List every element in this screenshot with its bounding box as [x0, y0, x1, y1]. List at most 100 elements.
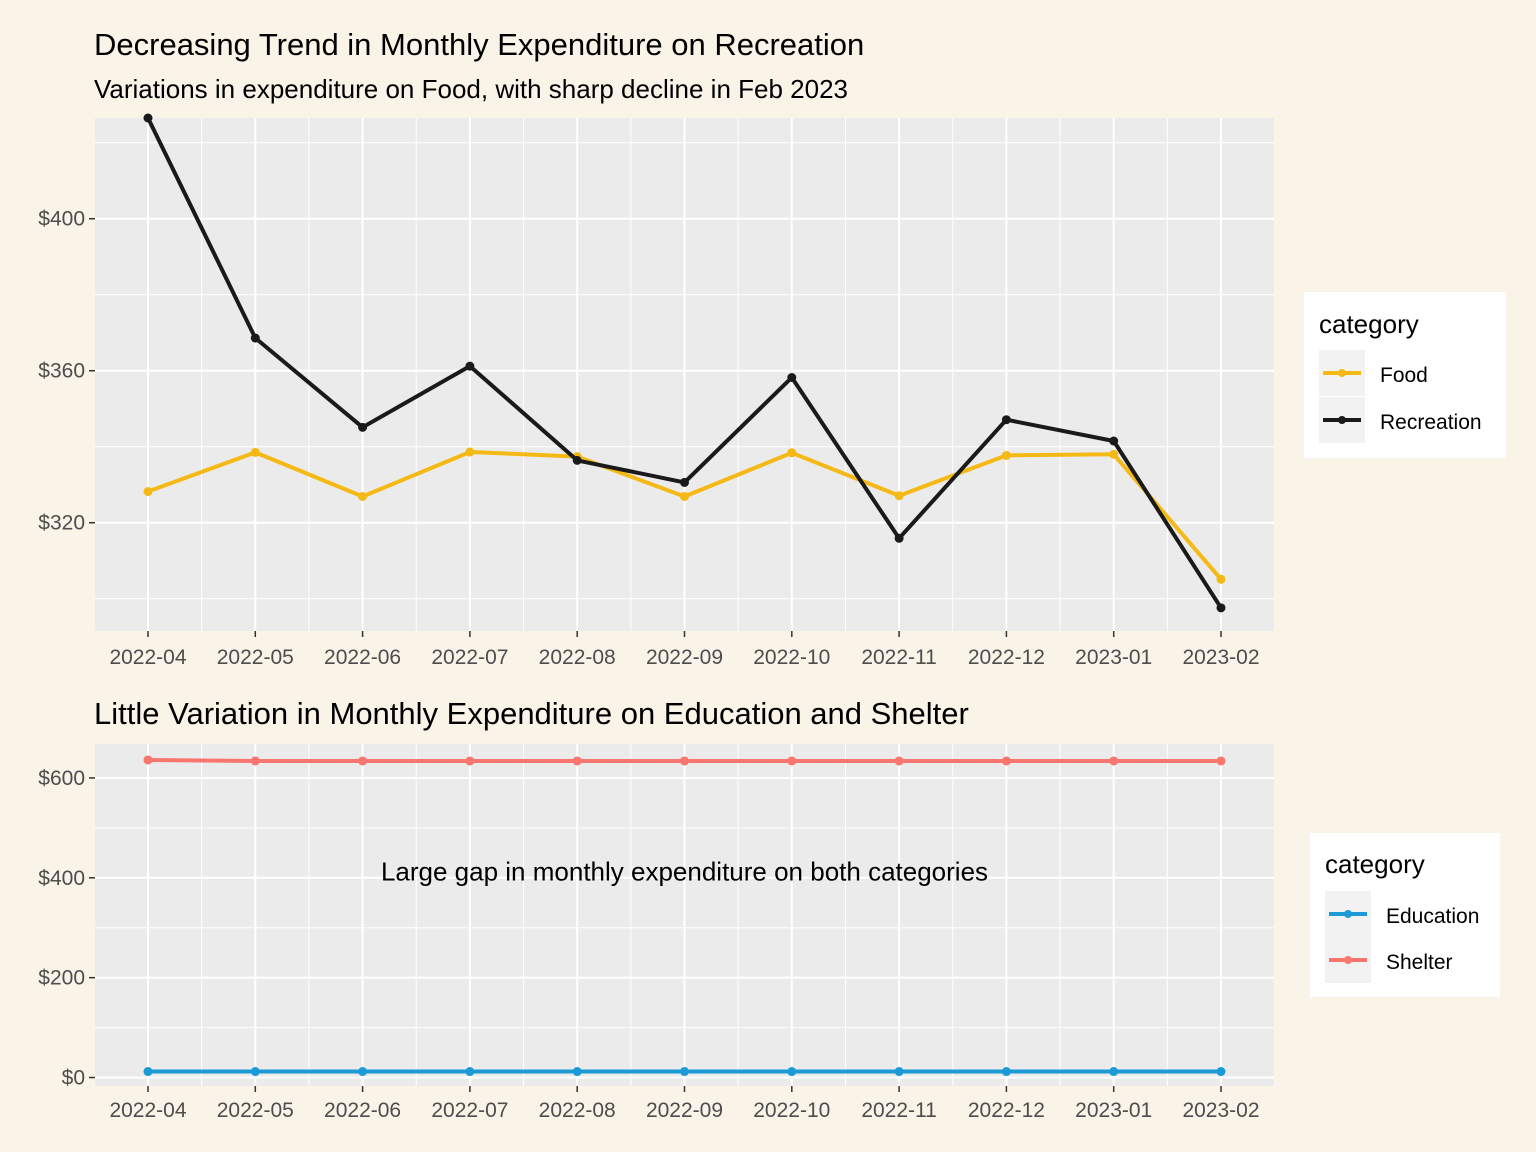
- data-point-food: [680, 491, 689, 501]
- data-point-education: [358, 1067, 368, 1077]
- data-point-recreation: [358, 422, 368, 432]
- x-tick-label: 2022-10: [753, 646, 830, 669]
- x-tick-label: 2022-12: [968, 1099, 1045, 1122]
- data-point-recreation: [572, 455, 582, 465]
- data-point-shelter: [143, 755, 153, 765]
- x-tick-label: 2022-10: [753, 1099, 830, 1122]
- x-tick-label: 2022-11: [861, 646, 937, 669]
- data-point-education: [1109, 1067, 1119, 1077]
- data-point-shelter: [894, 756, 904, 766]
- data-point-shelter: [1109, 756, 1119, 766]
- x-tick-label: 2022-09: [646, 1099, 723, 1122]
- legend-item-shelter: Shelter: [1325, 937, 1453, 983]
- y-tick-label: $0: [62, 1067, 85, 1090]
- x-axis: 2022-04 2022-05 2022-06 2022-07 2022-08 2022-…: [109, 631, 1260, 669]
- y-tick-label: $200: [38, 967, 85, 990]
- legend-key-point: [1338, 416, 1346, 424]
- grid-lines: [95, 744, 1274, 1086]
- data-point-food: [1216, 574, 1226, 584]
- data-point-shelter: [787, 756, 797, 766]
- x-tick-label: 2022-08: [539, 646, 616, 669]
- x-tick-label: 2022-11: [861, 1099, 937, 1122]
- chart-title: Little Variation in Monthly Expenditure …: [94, 696, 969, 731]
- data-point-shelter: [1216, 756, 1226, 766]
- data-point-education: [680, 1067, 689, 1077]
- data-point-food: [1109, 449, 1119, 459]
- data-point-food: [787, 448, 797, 458]
- data-point-education: [1001, 1067, 1011, 1077]
- chart-title: Decreasing Trend in Monthly Expenditure …: [94, 27, 864, 62]
- data-point-recreation: [250, 333, 260, 343]
- data-point-education: [143, 1067, 153, 1077]
- x-tick-label: 2022-06: [324, 1099, 401, 1122]
- legend-item-food: Food: [1319, 350, 1428, 396]
- education-shelter-chart: Little Variation in Monthly Expenditure …: [38, 696, 1500, 1122]
- legend-title: category: [1325, 849, 1425, 879]
- y-tick-label: $400: [38, 867, 85, 890]
- legend-item-recreation: Recreation: [1319, 397, 1482, 443]
- data-point-shelter: [572, 756, 582, 766]
- legend-label: Education: [1386, 905, 1479, 928]
- data-point-recreation: [894, 533, 904, 543]
- legend-key-point: [1344, 910, 1352, 918]
- legend-key-point: [1338, 369, 1346, 377]
- y-axis: $320 $360 $400: [38, 208, 95, 535]
- x-tick-label: 2022-05: [217, 1099, 294, 1122]
- y-tick-label: $320: [38, 512, 85, 535]
- data-series: [143, 113, 1226, 613]
- x-tick-label: 2022-07: [431, 1099, 508, 1122]
- data-point-recreation: [143, 113, 153, 123]
- data-point-food: [894, 491, 904, 501]
- legend: category Food Recreation: [1304, 292, 1506, 458]
- data-point-food: [250, 447, 260, 457]
- data-point-shelter: [1001, 756, 1011, 766]
- data-point-shelter: [465, 756, 475, 766]
- chart-subtitle: Variations in expenditure on Food, with …: [94, 74, 848, 104]
- y-axis: $0 $200 $400 $600: [38, 767, 95, 1090]
- data-point-shelter: [358, 756, 368, 766]
- data-point-food: [1001, 450, 1011, 460]
- data-series: [143, 755, 1226, 1077]
- data-point-recreation: [1109, 436, 1119, 446]
- data-point-food: [143, 487, 153, 497]
- legend-label: Food: [1380, 364, 1428, 387]
- data-point-recreation: [1216, 603, 1226, 613]
- x-tick-label: 2022-12: [968, 646, 1045, 669]
- y-tick-label: $400: [38, 208, 85, 231]
- data-point-shelter: [680, 756, 689, 766]
- x-tick-label: 2023-01: [1075, 646, 1152, 669]
- legend-label: Recreation: [1380, 411, 1482, 434]
- y-tick-label: $360: [38, 360, 85, 383]
- legend-key-point: [1344, 956, 1352, 964]
- legend-title: category: [1319, 309, 1419, 339]
- data-point-education: [572, 1067, 582, 1077]
- x-tick-label: 2023-02: [1182, 1099, 1259, 1122]
- data-point-recreation: [1001, 415, 1011, 425]
- x-tick-label: 2022-06: [324, 646, 401, 669]
- x-axis: 2022-04 2022-05 2022-06 2022-07 2022-08 2022-…: [109, 1086, 1260, 1122]
- x-tick-label: 2022-07: [431, 646, 508, 669]
- x-tick-label: 2023-01: [1075, 1099, 1152, 1122]
- x-tick-label: 2023-02: [1182, 646, 1259, 669]
- data-point-recreation: [680, 477, 689, 487]
- x-tick-label: 2022-08: [539, 1099, 616, 1122]
- x-tick-label: 2022-04: [109, 1099, 186, 1122]
- data-point-education: [787, 1067, 797, 1077]
- data-point-food: [465, 447, 475, 457]
- y-tick-label: $600: [38, 767, 85, 790]
- data-point-education: [465, 1067, 475, 1077]
- legend: category Education Shelter: [1310, 833, 1500, 997]
- data-point-recreation: [465, 361, 475, 371]
- data-point-education: [250, 1067, 260, 1077]
- data-point-recreation: [787, 373, 797, 383]
- data-point-education: [1216, 1067, 1226, 1077]
- x-tick-label: 2022-05: [217, 646, 294, 669]
- x-tick-label: 2022-09: [646, 646, 723, 669]
- data-point-education: [894, 1067, 904, 1077]
- recreation-food-chart: Decreasing Trend in Monthly Expenditure …: [38, 27, 1506, 669]
- chart-annotation: Large gap in monthly expenditure on both…: [381, 856, 988, 886]
- legend-item-education: Education: [1325, 891, 1479, 937]
- grid-lines: [95, 118, 1274, 631]
- data-point-shelter: [250, 756, 260, 766]
